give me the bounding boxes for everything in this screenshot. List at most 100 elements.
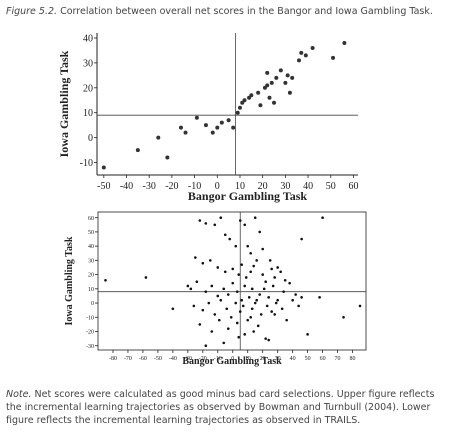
x-tick-label: 0: [231, 356, 234, 362]
point: [238, 219, 242, 222]
x-tick-label: -20: [165, 181, 178, 192]
x-tick-label: 60: [320, 356, 326, 362]
point: [242, 98, 247, 103]
point: [252, 330, 256, 333]
point: [207, 301, 211, 305]
point: [267, 95, 272, 100]
x-tick-label: 40: [303, 181, 313, 192]
point: [258, 103, 263, 108]
point: [272, 100, 277, 105]
point: [204, 290, 208, 293]
point: [198, 219, 202, 222]
point: [223, 233, 227, 237]
point: [273, 313, 276, 316]
point: [331, 55, 336, 60]
y-tick-label: 60: [88, 216, 94, 222]
point: [255, 259, 259, 262]
point: [204, 344, 208, 348]
point: [219, 216, 223, 219]
y-tick-label: -10: [86, 315, 94, 321]
note-text: Net scores were calculated as good minus…: [35, 389, 435, 400]
point: [235, 110, 240, 115]
point: [229, 315, 233, 319]
x-tick-label: 30: [275, 356, 281, 362]
point: [144, 276, 148, 279]
point: [259, 313, 263, 316]
point: [201, 308, 205, 312]
x-tick-label: 30: [280, 181, 290, 192]
point: [237, 105, 242, 110]
x-tick-label: -10: [214, 356, 222, 362]
point: [285, 318, 288, 322]
point: [215, 125, 220, 130]
point: [282, 290, 285, 293]
point: [276, 298, 279, 302]
y-tick-label: 0: [91, 301, 94, 307]
point: [194, 115, 199, 120]
x-tick-label: -40: [169, 356, 177, 362]
x-axis-label: Bangor Gambling Task: [182, 356, 282, 367]
point: [219, 120, 224, 125]
point: [219, 298, 223, 302]
plot-frame: [97, 211, 367, 351]
x-tick-label: -30: [143, 181, 156, 192]
point: [216, 266, 220, 269]
point: [264, 280, 267, 284]
point: [303, 53, 308, 58]
y-tick-label: 10: [83, 108, 93, 119]
point: [171, 307, 175, 311]
caption: Correlation between overall net scores i…: [60, 6, 433, 17]
point: [213, 313, 217, 316]
point: [204, 222, 208, 225]
point: [255, 298, 259, 302]
point: [306, 333, 309, 336]
point: [287, 90, 292, 95]
y-tick-label: 10: [88, 287, 94, 293]
point: [195, 280, 199, 284]
point: [265, 304, 269, 308]
point: [261, 273, 264, 276]
point: [243, 284, 247, 288]
point: [216, 294, 220, 298]
point: [234, 301, 238, 305]
point: [101, 165, 106, 170]
x-tick-label: 0: [215, 181, 220, 192]
point: [342, 315, 345, 319]
point: [300, 237, 303, 241]
point: [194, 256, 197, 259]
point: [135, 148, 140, 153]
point: [183, 130, 188, 135]
x-tick-label: 50: [305, 356, 311, 362]
point: [261, 247, 264, 251]
x-tick-label: -50: [97, 181, 110, 192]
point: [249, 251, 253, 255]
y-tick-label: -30: [86, 344, 94, 350]
point: [268, 259, 272, 262]
figure-label: Figure 5.2.: [6, 6, 57, 17]
point: [237, 273, 241, 276]
point: [285, 73, 290, 78]
y-axis-label: Iowa Gambling Task: [64, 236, 75, 325]
y-tick-label: -20: [86, 330, 94, 336]
point: [225, 307, 229, 311]
point: [231, 281, 235, 285]
point: [296, 58, 301, 63]
point: [358, 304, 362, 308]
x-tick-label: -60: [139, 356, 147, 362]
point: [265, 70, 270, 75]
x-tick-label: -80: [109, 356, 117, 362]
x-tick-label: -30: [184, 356, 192, 362]
point: [104, 278, 107, 282]
point: [283, 80, 288, 85]
y-tick-label: 30: [83, 58, 93, 69]
point: [262, 287, 266, 291]
x-tick-label: 60: [348, 181, 358, 192]
point: [210, 284, 214, 288]
x-tick-label: 10: [235, 181, 245, 192]
x-tick-label: -40: [120, 181, 133, 192]
x-tick-label: 50: [326, 181, 336, 192]
point: [291, 298, 294, 302]
point: [265, 83, 270, 88]
